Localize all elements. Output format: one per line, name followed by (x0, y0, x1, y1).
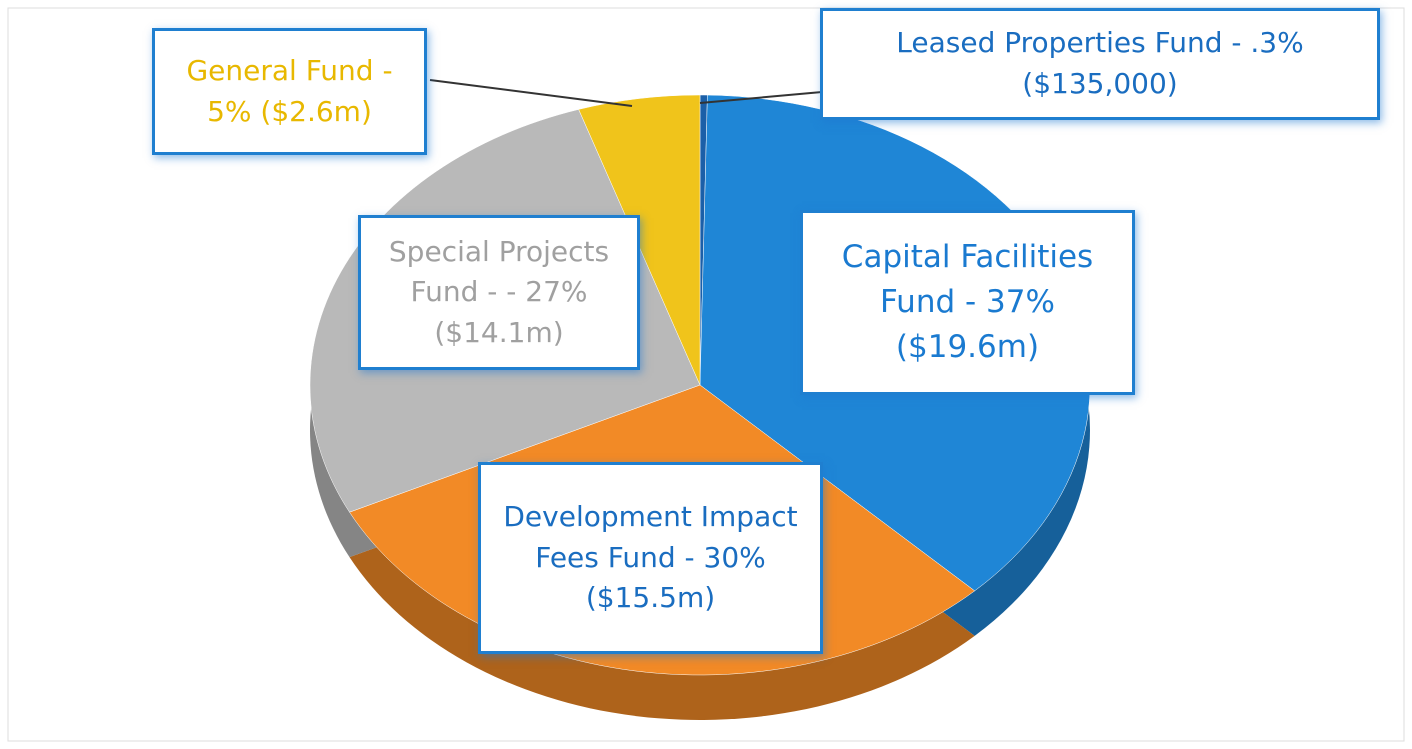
leader-line (699, 91, 823, 104)
leader-line (429, 79, 633, 107)
slice-label: Special Projects Fund - - 27% ($14.1m) (358, 215, 640, 370)
slice-label: Capital Facilities Fund - 37% ($19.6m) (800, 210, 1135, 395)
frame (7, 7, 1405, 742)
slice-label: General Fund - 5% ($2.6m) (152, 28, 427, 155)
slice-label: Leased Properties Fund - .3% ($135,000) (820, 8, 1380, 120)
slice-label: Development Impact Fees Fund - 30% ($15.… (478, 462, 823, 654)
